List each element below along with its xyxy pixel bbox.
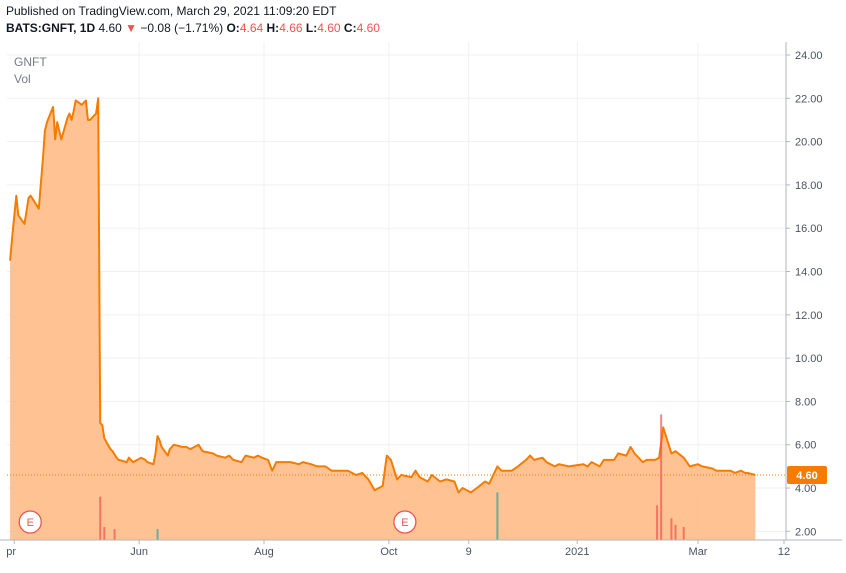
y-tick-label: 6.00 [795,440,816,452]
x-tick-label: Jun [130,546,148,558]
close-label: C: [343,21,357,35]
volume-bar [113,529,116,540]
y-tick-label: 18.00 [795,180,823,192]
close-value: 4.60 [356,21,380,35]
volume-bar [496,492,499,540]
low-value: 4.60 [317,21,341,35]
x-tick-label: 2021 [565,546,589,558]
open-value: 4.64 [239,21,264,35]
volume-bar [103,527,106,540]
y-tick-label: 4.00 [795,483,816,495]
y-tick-label: 16.00 [795,223,823,235]
change-value: −0.08 (−1.71%) [140,21,224,35]
last-price: 4.60 [98,21,122,35]
earnings-marker-icon [393,510,417,534]
y-tick-label: 10.00 [795,353,823,365]
plot-area [7,42,786,540]
x-tick-label: pr [6,546,16,558]
series-line [9,97,756,494]
volume-bar [99,496,102,540]
y-tick-label: 24.00 [795,50,823,62]
x-tick-label: 12 [778,546,790,558]
earnings-marker-icon [18,510,42,534]
symbol-header: BATS:GNFT, 1D 4.60 ▼ −0.08 (−1.71%) O:4.… [6,21,380,35]
x-tick-label: 9 [466,546,472,558]
y-tick-label: 2.00 [795,526,816,538]
last-price-badge-label: 4.60 [796,470,817,482]
legend-volume: Vol [14,72,31,86]
y-tick-label: 8.00 [795,396,816,408]
published-caption: Published on TradingView.com, March 29, … [6,4,337,18]
earnings-marker-label: E [401,517,408,529]
last-price-badge [787,466,827,485]
earnings-marker-label: E [27,517,34,529]
symbol-name: BATS:GNFT, 1D [6,21,96,35]
volume-bar [156,529,159,540]
low-label: L: [305,21,318,35]
x-tick-label: Aug [254,546,274,558]
change-arrow-icon: ▼ [125,21,138,35]
volume-bar [674,524,677,540]
series-area [10,98,756,541]
high-label: H: [266,21,280,35]
volume-bar [670,518,673,540]
y-tick-label: 22.00 [795,93,823,105]
y-tick-label: 14.00 [795,267,823,279]
open-label: O: [226,21,240,35]
volume-bar [656,505,659,540]
volume-bar [682,527,685,540]
volume-bar [660,414,663,540]
y-tick-label: 12.00 [795,310,823,322]
x-tick-label: Oct [380,546,397,558]
legend-symbol: GNFT [14,55,47,69]
x-tick-label: Mar [689,546,708,558]
high-value: 4.66 [279,21,303,35]
y-tick-label: 20.00 [795,137,823,149]
